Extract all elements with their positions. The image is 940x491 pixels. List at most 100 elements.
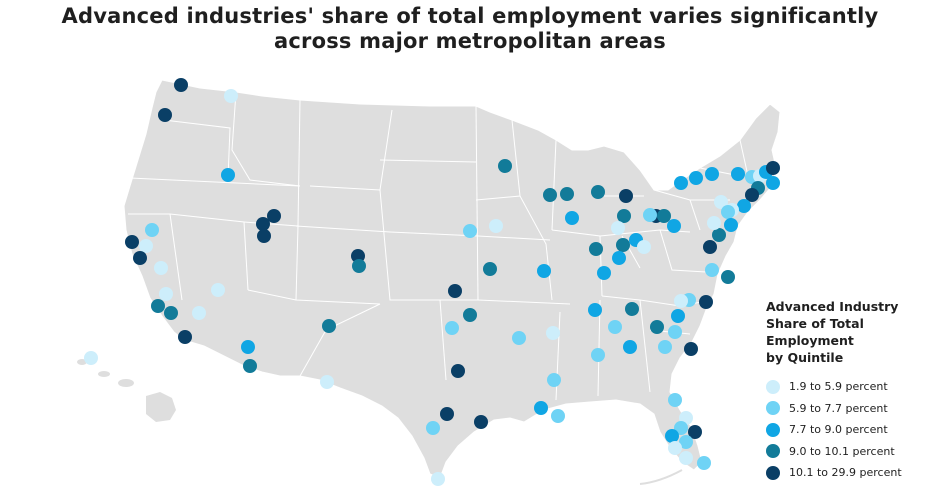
florida-keys — [639, 469, 683, 485]
metro-dot-q5 — [256, 217, 270, 231]
legend: Advanced Industry Share of Total Employm… — [766, 298, 936, 484]
metro-dot-q4 — [463, 308, 477, 322]
metro-dot-q3 — [737, 199, 751, 213]
metro-dot-q2 — [679, 435, 693, 449]
metro-dot-q4 — [352, 259, 366, 273]
metro-dot-q5 — [688, 425, 702, 439]
metro-dot-q4 — [498, 159, 512, 173]
legend-title: Advanced Industry Share of Total Employm… — [766, 298, 936, 366]
metro-dot-q1 — [674, 294, 688, 308]
legend-title-line2: Share of Total — [766, 316, 864, 331]
legend-label-q5: 10.1 to 29.9 percent — [789, 466, 902, 480]
metro-dot-q3 — [537, 264, 551, 278]
metro-dot-q2 — [512, 331, 526, 345]
metro-dot-q2 — [445, 321, 459, 335]
metro-dot-q5 — [125, 235, 139, 249]
metro-dot-q5 — [699, 295, 713, 309]
metro-dot-q1 — [489, 219, 503, 233]
metro-dot-q1 — [637, 240, 651, 254]
hawaii-big-island — [146, 392, 176, 422]
legend-title-line3: Employment — [766, 333, 854, 348]
metro-dot-q1 — [159, 287, 173, 301]
metro-dot-q1 — [668, 441, 682, 455]
metro-dot-q3 — [689, 171, 703, 185]
metro-dot-q4 — [591, 185, 605, 199]
metro-dot-q3 — [534, 401, 548, 415]
map-title: Advanced industries' share of total empl… — [0, 4, 940, 54]
metro-dot-q3 — [623, 340, 637, 354]
legend-swatch-q5 — [766, 465, 780, 480]
metro-dot-q5 — [440, 407, 454, 421]
metro-dot-q4 — [243, 359, 257, 373]
metro-dot-q4 — [712, 228, 726, 242]
hawaii-island-oahu — [98, 371, 110, 377]
metro-dot-q4 — [616, 238, 630, 252]
legend-label-q4: 9.0 to 10.1 percent — [789, 444, 895, 458]
legend-title-line4: by Quintile — [766, 350, 844, 365]
legend-label-q1: 1.9 to 5.9 percent — [789, 380, 888, 394]
metro-dot-q3 — [671, 309, 685, 323]
map-title-line1: Advanced industries' share of total empl… — [61, 4, 879, 28]
metro-dot-q1 — [320, 375, 334, 389]
contiguous-us-land — [123, 79, 781, 479]
metro-dot-q2 — [551, 409, 565, 423]
metro-dot-q4 — [560, 187, 574, 201]
metro-dot-q2 — [658, 340, 672, 354]
metro-dots — [84, 78, 780, 486]
metro-dot-q4 — [164, 306, 178, 320]
metro-dot-q4 — [721, 270, 735, 284]
metro-dot-q2 — [608, 320, 622, 334]
metro-dot-q3 — [588, 303, 602, 317]
metro-dot-q2 — [463, 224, 477, 238]
metro-dot-q1 — [139, 239, 153, 253]
metro-dot-q1 — [154, 261, 168, 275]
metro-dot-q5 — [766, 161, 780, 175]
metro-dot-q5 — [178, 330, 192, 344]
legend-item-q4: 9.0 to 10.1 percent — [766, 441, 936, 463]
metro-dot-q5 — [158, 108, 172, 122]
metro-dot-q1 — [707, 216, 721, 230]
metro-dot-q4 — [657, 209, 671, 223]
map-title-line2: across major metropolitan areas — [274, 29, 666, 53]
metro-dot-q2 — [145, 223, 159, 237]
metro-dot-q4 — [617, 209, 631, 223]
metro-dot-q2 — [547, 373, 561, 387]
metro-dot-q1 — [546, 326, 560, 340]
metro-dot-q4 — [151, 299, 165, 313]
metro-dot-q1 — [84, 351, 98, 365]
metro-dot-q2 — [591, 348, 605, 362]
metro-dot-q2 — [426, 421, 440, 435]
metro-dot-q5 — [745, 188, 759, 202]
metro-dot-q5 — [684, 342, 698, 356]
metro-dot-q3 — [705, 167, 719, 181]
metro-dot-q4 — [483, 262, 497, 276]
legend-label-q2: 5.9 to 7.7 percent — [789, 401, 888, 415]
metro-dot-q3 — [724, 218, 738, 232]
legend-label-q3: 7.7 to 9.0 percent — [789, 423, 888, 437]
metro-dot-q1 — [211, 283, 225, 297]
metro-dot-q3 — [612, 251, 626, 265]
metro-dot-q3 — [674, 176, 688, 190]
metro-dot-q2 — [705, 263, 719, 277]
metro-dot-q5 — [619, 189, 633, 203]
metro-dot-q5 — [267, 209, 281, 223]
metro-dot-q4 — [650, 320, 664, 334]
metro-dot-q4 — [322, 319, 336, 333]
metro-dot-q1 — [224, 89, 238, 103]
legend-swatch-q3 — [766, 422, 780, 437]
legend-item-q2: 5.9 to 7.7 percent — [766, 398, 936, 420]
metro-dot-q3 — [241, 340, 255, 354]
metro-dot-q3 — [731, 167, 745, 181]
metro-dot-q2 — [668, 325, 682, 339]
metro-dot-q1 — [611, 221, 625, 235]
metro-dot-q3 — [597, 266, 611, 280]
metro-dot-q5 — [451, 364, 465, 378]
hawaii-island-maui — [118, 379, 134, 387]
metro-dot-q4 — [625, 302, 639, 316]
metro-dot-q5 — [257, 229, 271, 243]
metro-dot-q4 — [589, 242, 603, 256]
metro-dot-q1 — [679, 451, 693, 465]
metro-dot-q3 — [766, 176, 780, 190]
legend-swatch-q2 — [766, 401, 780, 416]
